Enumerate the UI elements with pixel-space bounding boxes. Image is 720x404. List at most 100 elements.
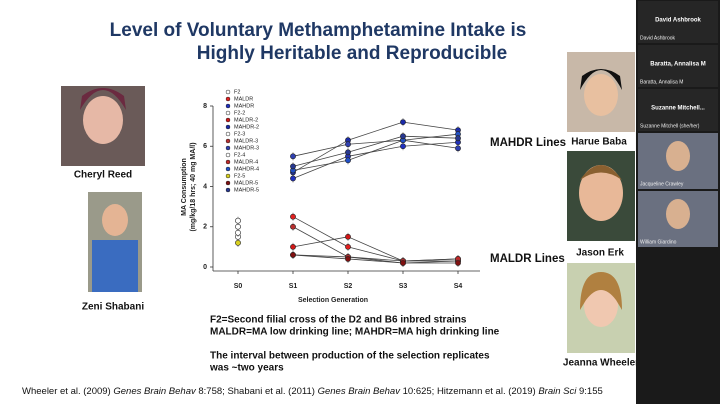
x-axis-label: Selection Generation [298,297,368,304]
person-name: Zeni Shabani [82,302,144,313]
person-name: Harue Baba [571,137,627,148]
caption: F2=Second filial cross of the D2 and B6 … [210,315,467,326]
chart: 0 2 4 6 8 S0 S1 S2 S3 S4 Selection Generation MA Co… [181,89,566,303]
reference-part: Brain Sci [538,386,577,397]
person-name: Jason Erk [576,248,624,259]
legend-label: F2-2 [234,110,245,116]
data-point [290,223,296,230]
y-tick-label: 0 [203,264,207,271]
legend-marker [225,110,231,116]
data-point [400,119,406,125]
photo [567,151,635,241]
participant-tile [638,1,718,43]
x-tick-label: S0 [234,283,243,290]
legend-marker [225,103,231,109]
legend-label: F2 [234,89,240,95]
legend-marker [225,187,231,193]
data-point [290,163,296,170]
series-line [292,216,458,262]
annotation: MAHDR Lines [490,137,566,149]
photo [567,52,635,132]
photo [88,192,142,292]
legend-marker [225,138,231,144]
data-point [290,243,296,250]
reference-part: 8:758; Shabani et al. (2011) [196,386,318,397]
data-point [235,217,241,224]
data-point [400,133,406,140]
x-tick-label: S1 [289,283,298,290]
photo [567,263,635,353]
x-tick-label: S2 [344,283,353,290]
slide-title: Level of Voluntary Methamphetamine Intak… [110,20,527,41]
data-point [345,157,351,164]
reference-part: Wheeler et al. (2009) [22,386,113,397]
caption: MALDR=MA low drinking line; MAHDR=MA hig… [210,327,500,338]
participant-video [666,199,690,229]
legend-marker [225,89,231,95]
legend-label: MAHDR-3 [234,145,259,151]
legend-marker [225,145,231,151]
participant-label: Jacqueline Crawley [640,181,684,187]
participant-tile [638,45,718,87]
legend-label: MALDR-2 [234,117,258,123]
y-axis-label: MA Consumption [181,158,188,216]
annotation: MALDR Lines [490,253,565,265]
data-point [235,239,241,246]
legend-marker [225,166,231,172]
legend-marker [225,173,231,179]
legend-label: F2-5 [234,173,245,179]
legend-marker [225,96,231,102]
x-tick-label: S3 [399,283,408,290]
x-tick-label: S4 [454,283,463,290]
legend-label: F2-3 [234,131,245,137]
participant-label: Baratta, Annalisa M [640,79,683,85]
data-point [290,153,296,160]
reference-part: 9:155 [576,386,602,397]
data-point [235,223,241,230]
legend-marker [225,117,231,123]
participant-name: Baratta, Annalisa M [650,62,705,68]
data-point [290,213,296,220]
person-name: Jeanna Wheeler [563,358,639,369]
legend-marker [225,131,231,137]
legend-label: MAHDR-2 [234,124,259,130]
data-point [345,141,351,148]
data-point [345,243,351,250]
participant-tile [638,89,718,131]
y-axis-label: (mg/kg/18 hrs; 40 mg MA/l) [190,142,197,231]
data-point [345,256,351,262]
participants: David Ashbrook David Ashbrook Baratta, Ann… [638,1,718,247]
legend-label: MAHDR [234,103,254,109]
series-line [292,226,459,264]
reference-part: 10:625; Hitzemann et al. (2019) [400,386,538,397]
data-point [290,252,296,258]
y-tick-label: 6 [203,143,207,150]
data-point [235,229,241,236]
legend-marker [225,124,231,130]
legend-marker [225,152,231,158]
references: Wheeler et al. (2009) Genes Brain Behav … [22,386,603,397]
y-tick-label: 4 [203,183,207,190]
series-line [292,254,459,262]
data-point [400,143,406,150]
caption: was ~two years [209,363,284,374]
data-point [455,260,461,266]
legend-marker [225,159,231,165]
caption: The interval between production of the s… [210,351,490,362]
photo [61,86,145,166]
reference-part: Genes Brain Behav [318,386,402,397]
participant-name: Suzanne Mitchell... [651,106,705,112]
participant-name: David Ashbrook [655,18,701,24]
legend-label: MALDR-5 [234,180,258,186]
participant-video [666,141,690,171]
data-point [345,149,351,156]
series-line [292,135,459,167]
participant-label: William Giardino [640,239,677,245]
y-tick-label: 8 [203,103,207,110]
reference-part: Genes Brain Behav [113,386,197,397]
legend-label: MALDR-4 [234,159,258,165]
slide-title: Highly Heritable and Reproducible [197,43,507,64]
y-tick-label: 2 [203,224,207,231]
